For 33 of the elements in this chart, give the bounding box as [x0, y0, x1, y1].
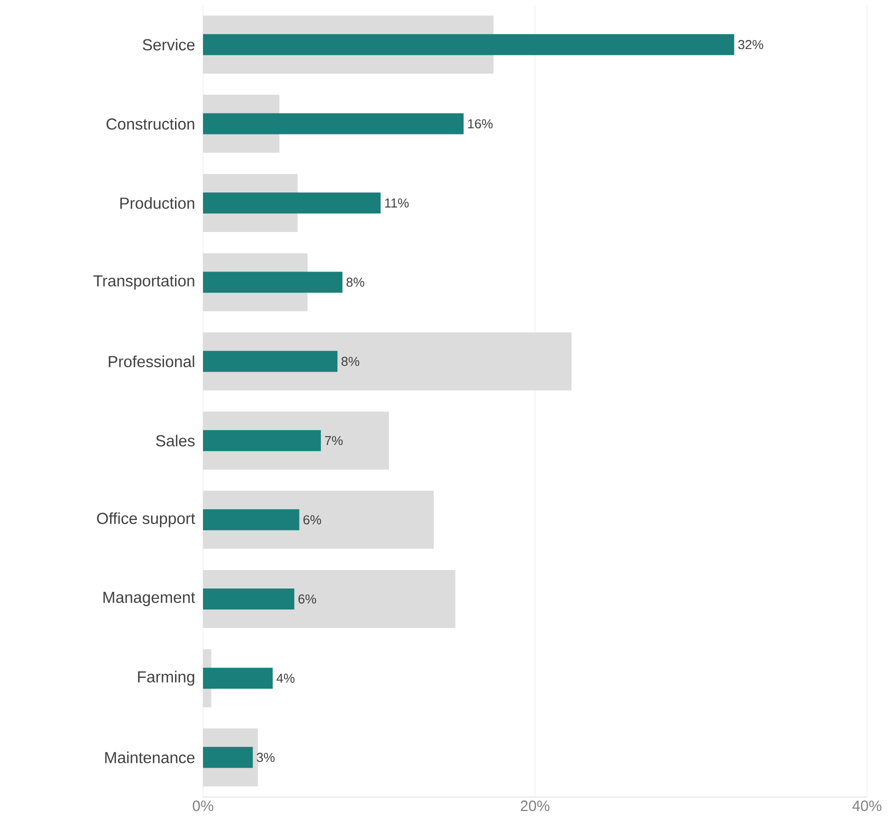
y-tick-label: Farming — [138, 670, 194, 686]
y-tick-label: Maintenance — [105, 752, 195, 764]
bar — [203, 192, 381, 214]
x-tick-label: 0% — [192, 800, 214, 812]
data-label: 4% — [276, 674, 295, 683]
y-tick-label: Construction — [106, 118, 194, 130]
data-label: 11% — [385, 198, 409, 208]
data-label: 6% — [298, 594, 316, 604]
data-label: 8% — [346, 278, 364, 287]
data-label: 7% — [325, 436, 343, 446]
data-label: 6% — [303, 515, 322, 524]
y-tick-label: Professional — [108, 356, 194, 368]
bar — [203, 34, 734, 56]
bar — [203, 272, 342, 293]
x-tick-label: 20% — [520, 800, 550, 812]
data-label: 32% — [738, 40, 764, 50]
bar — [203, 113, 464, 134]
data-label: 3% — [256, 752, 275, 762]
x-tick-label: 40% — [852, 800, 882, 812]
y-tick-label: Service — [142, 38, 195, 50]
bar — [203, 509, 300, 530]
bar — [203, 350, 338, 372]
bar — [203, 668, 273, 689]
bar — [203, 430, 321, 452]
bar — [203, 588, 294, 610]
y-tick-label: Transportation — [93, 274, 194, 290]
y-tick-label: Sales — [156, 434, 195, 446]
y-tick-label: Production — [120, 197, 194, 209]
y-tick-label: Office support — [97, 512, 196, 528]
data-label: 8% — [342, 356, 360, 366]
data-label: 16% — [468, 119, 493, 128]
y-tick-label: Management — [104, 592, 196, 606]
bar — [203, 746, 253, 768]
